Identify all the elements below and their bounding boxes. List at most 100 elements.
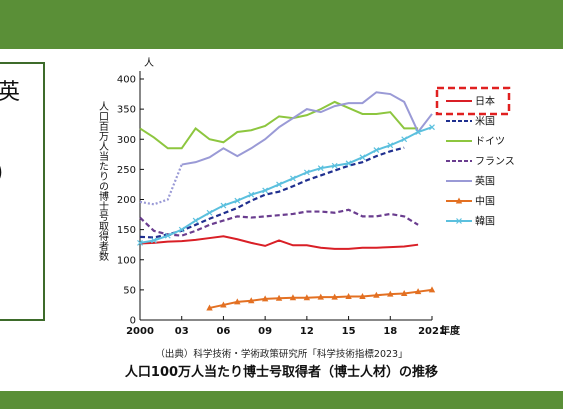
data-point: [359, 154, 366, 161]
legend-item-4: 英国: [446, 175, 495, 188]
series-5: [206, 286, 436, 311]
x-tick-label: 2000: [126, 326, 154, 337]
x-tick-label: 18: [383, 326, 397, 337]
legend-item-1: 米国: [446, 115, 495, 128]
series-line: [139, 100, 419, 150]
top-banner: [0, 0, 563, 49]
legend-label: 韓国: [475, 216, 495, 228]
legend-item-3: フランス: [446, 156, 515, 168]
y-tick-label: 250: [117, 165, 136, 176]
y-tick-label: 350: [117, 105, 136, 116]
data-point: [414, 288, 422, 295]
y-tick-label: 300: [117, 135, 136, 146]
data-point: [303, 294, 311, 301]
y-tick-label: 150: [117, 225, 136, 236]
chart-series: [137, 91, 436, 311]
x-tick-label: 03: [175, 326, 189, 337]
legend-item-2: ドイツ: [446, 137, 505, 148]
series-line: [139, 235, 419, 250]
series-line: [139, 208, 419, 237]
legend-label: 日本: [475, 95, 495, 108]
data-point: [248, 297, 255, 304]
data-point: [192, 217, 199, 224]
chart-axes: 0 50 100 150 200 250 300 350 400 2000 03 06 09 12 15 18…: [97, 57, 462, 337]
legend-item-0: 日本: [435, 86, 511, 116]
bottom-banner: [0, 391, 563, 409]
legend-item-6: 韓国: [446, 216, 495, 228]
data-point: [359, 293, 366, 300]
data-point: [401, 136, 408, 143]
x-tick-label: 09: [258, 326, 272, 337]
source-note: （出典）科学技術・学術政策研究所「科学技術指標2023」: [155, 349, 408, 360]
data-point: [261, 295, 269, 302]
x-tick-label: 15: [342, 326, 356, 337]
y-tick-label: 400: [117, 75, 136, 86]
data-point: [317, 165, 324, 172]
series-4: [139, 91, 433, 206]
legend-label: 中国: [475, 195, 495, 208]
series-0: [139, 235, 419, 250]
y-tick-label: 100: [117, 255, 136, 266]
data-point: [248, 191, 255, 198]
x-unit-label: 年度: [440, 324, 461, 337]
data-point: [220, 301, 227, 308]
y-tick-label: 50: [123, 285, 136, 296]
legend-label: フランス: [475, 156, 515, 168]
y-tick-label: 0: [130, 316, 136, 327]
series-6: [137, 124, 435, 246]
data-point: [276, 181, 282, 188]
data-point: [373, 291, 380, 298]
data-point: [178, 226, 185, 233]
x-tick-label: 2021: [418, 326, 446, 337]
data-point: [164, 232, 171, 239]
legend-marker: [455, 197, 463, 204]
series-2: [139, 100, 419, 150]
series-3: [139, 208, 419, 237]
text-panel: 英 ): [0, 62, 45, 321]
legend-label: 英国: [475, 175, 495, 188]
legend-highlight-box: [435, 86, 511, 116]
series-line-dotted: [139, 164, 183, 206]
data-point: [400, 289, 408, 296]
data-point: [290, 175, 296, 182]
data-point: [234, 298, 241, 305]
data-point: [429, 124, 435, 131]
legend-item-5: 中国: [446, 195, 495, 208]
y-tick-label: 200: [117, 195, 136, 206]
data-point: [150, 237, 157, 244]
data-point: [275, 294, 283, 301]
data-point: [387, 142, 394, 149]
data-point: [387, 290, 394, 297]
series-line: [181, 91, 433, 166]
series-line: [139, 126, 433, 244]
data-point: [345, 293, 352, 300]
data-point: [317, 293, 324, 300]
data-point: [345, 160, 352, 167]
data-point: [137, 239, 143, 246]
data-point: [234, 197, 241, 204]
data-point: [303, 169, 310, 176]
series-1: [139, 146, 405, 239]
data-point: [206, 209, 213, 216]
x-tick-label: 06: [216, 326, 230, 337]
series-line: [139, 146, 405, 239]
legend-marker: [456, 218, 462, 224]
data-point: [220, 202, 227, 209]
x-tick-label: 12: [300, 326, 314, 337]
data-point: [373, 147, 380, 154]
data-point: [331, 162, 338, 169]
y-axis-title: 人口百万人当たりの博士号取得者数: [97, 101, 109, 262]
panel-text-top: 英: [0, 80, 21, 105]
data-point: [428, 286, 436, 293]
data-point: [206, 304, 213, 311]
chart-caption: 人口100万人当たり博士号取得者（博士人材）の推移: [124, 365, 439, 380]
data-point: [415, 129, 422, 135]
legend-label: 米国: [475, 115, 495, 128]
legend-label: ドイツ: [475, 137, 505, 148]
data-point: [331, 293, 338, 300]
panel-text-mid: ): [0, 158, 3, 186]
data-point: [262, 187, 269, 194]
data-point: [289, 294, 297, 301]
